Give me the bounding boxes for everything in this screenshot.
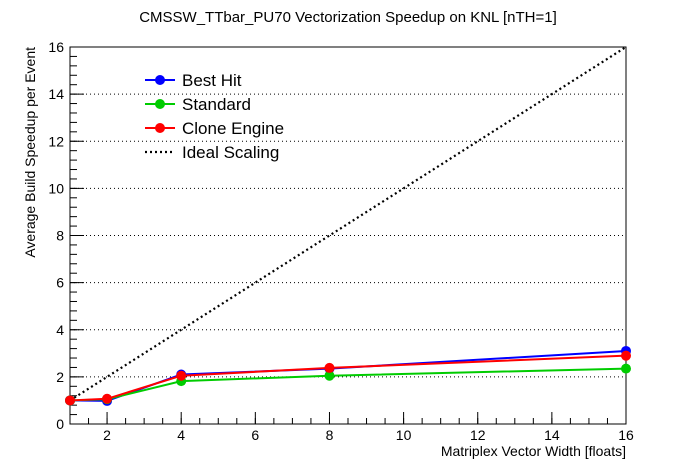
- legend-marker: [155, 75, 165, 85]
- legend-marker: [155, 123, 165, 133]
- data-point-clone-engine: [324, 362, 335, 373]
- x-tick-label: 6: [251, 427, 259, 443]
- data-point-clone-engine: [176, 370, 187, 381]
- data-point-standard: [621, 363, 631, 374]
- chart-title: CMSSW_TTbar_PU70 Vectorization Speedup o…: [139, 9, 557, 26]
- grid: [70, 93, 626, 378]
- x-tick-label: 12: [470, 427, 486, 443]
- axes: 0 2 4 6 8 10 12 14 16 2 4 6 8 10 12 14 16: [48, 39, 634, 443]
- x-tick-label: 16: [618, 427, 634, 443]
- x-tick-label: 4: [177, 427, 185, 443]
- legend-label: Best Hit: [182, 71, 242, 90]
- legend-marker: [155, 99, 165, 109]
- y-tick-label: 12: [48, 133, 64, 149]
- data-point-clone-engine: [65, 395, 75, 406]
- y-tick-label: 16: [48, 39, 64, 55]
- series-layer: [65, 46, 631, 406]
- y-axis-label: Average Build Speedup per Event: [22, 47, 38, 258]
- y-tick-label: 2: [56, 369, 64, 385]
- series-line-clone-engine: [69, 354, 627, 402]
- legend-label: Standard: [182, 95, 251, 114]
- legend-label: Ideal Scaling: [182, 143, 279, 162]
- x-tick-label: 10: [396, 427, 412, 443]
- x-axis-label: Matriplex Vector Width [floats]: [441, 443, 626, 459]
- y-tick-label: 0: [56, 416, 64, 432]
- series-line-ideal-scaling: [69, 46, 627, 402]
- x-tick-label: 8: [326, 427, 334, 443]
- legend: Best Hit Standard Clone Engine Ideal Scalin…: [145, 71, 284, 162]
- data-point-clone-engine: [102, 393, 113, 404]
- data-point-standard: [324, 370, 335, 381]
- data-point-clone-engine: [621, 350, 631, 361]
- y-tick-label: 10: [48, 180, 64, 196]
- y-tick-label: 14: [48, 86, 64, 102]
- x-tick-label: 14: [544, 427, 560, 443]
- y-tick-label: 8: [56, 228, 64, 244]
- legend-label: Clone Engine: [182, 119, 284, 138]
- x-tick-label: 2: [103, 427, 111, 443]
- y-tick-label: 6: [56, 275, 64, 291]
- y-tick-label: 4: [56, 322, 64, 338]
